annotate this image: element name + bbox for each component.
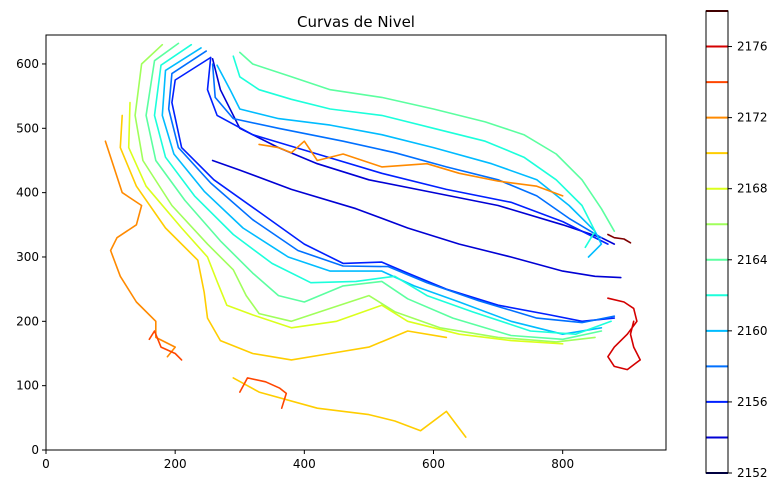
colorbar-tick-label: 2176 xyxy=(737,40,768,54)
contour-line-2170-15 xyxy=(232,377,467,438)
contour-line-2164-11 xyxy=(239,51,616,232)
y-tick-label: 300 xyxy=(16,250,39,264)
contour-line-2158-5 xyxy=(211,63,603,239)
x-tick-label: 200 xyxy=(164,457,187,471)
contour-line-2158-4 xyxy=(167,50,616,324)
contour-line-2154-0 xyxy=(211,58,616,245)
y-tick-label: 200 xyxy=(16,314,39,328)
colorbar: 2152 2156 2160 2164 2168 2172 2176 xyxy=(705,10,768,480)
y-axis: 0 100 200 300 400 500 600 xyxy=(16,57,46,457)
contour-lines xyxy=(104,42,641,438)
y-tick-label: 100 xyxy=(16,379,39,393)
x-tick-label: 0 xyxy=(42,457,50,471)
contour-line-2160-6 xyxy=(161,47,603,335)
contour-line-2170-14 xyxy=(119,114,448,361)
y-tick-label: 0 xyxy=(31,443,39,457)
x-axis: 0 200 400 600 800 xyxy=(42,450,574,471)
y-tick-label: 400 xyxy=(16,186,39,200)
colorbar-frame xyxy=(705,10,729,474)
colorbar-ticks: 2152 2156 2160 2164 2168 2172 2176 xyxy=(728,40,768,480)
plot-frame xyxy=(45,34,667,451)
contour-line-2162-8 xyxy=(153,43,612,335)
contour-line-2166-12 xyxy=(134,43,596,343)
colorbar-levels xyxy=(706,10,728,474)
contour-line-2176-20 xyxy=(607,297,641,371)
colorbar-tick-label: 2160 xyxy=(737,324,768,338)
contour-line-2156-3 xyxy=(206,56,609,245)
contour-line-2164-10 xyxy=(145,42,603,341)
x-tick-label: 600 xyxy=(422,457,445,471)
colorbar-tick-label: 2156 xyxy=(737,395,768,409)
plot-area xyxy=(45,34,667,451)
chart-title: Curvas de Nivel xyxy=(297,13,415,31)
contour-line-2174-19 xyxy=(148,330,183,361)
contour-line-2154-1 xyxy=(211,159,622,279)
y-tick-label: 500 xyxy=(16,121,39,135)
contour-line-2172-17 xyxy=(258,140,564,197)
contour-line-2168-13 xyxy=(127,101,564,345)
contour-line-2156-2 xyxy=(171,56,616,323)
colorbar-tick-label: 2152 xyxy=(737,466,768,480)
contour-line-2162-9 xyxy=(232,55,596,249)
y-tick-label: 600 xyxy=(16,57,39,71)
contour-line-2178-21 xyxy=(607,233,632,244)
colorbar-tick-label: 2168 xyxy=(737,182,768,196)
colorbar-tick-label: 2172 xyxy=(737,111,768,125)
contour-line-2172-16 xyxy=(104,140,176,358)
x-tick-label: 800 xyxy=(551,457,574,471)
contour-line-2174-18 xyxy=(239,377,288,409)
x-tick-label: 400 xyxy=(293,457,316,471)
colorbar-tick-label: 2164 xyxy=(737,253,768,267)
